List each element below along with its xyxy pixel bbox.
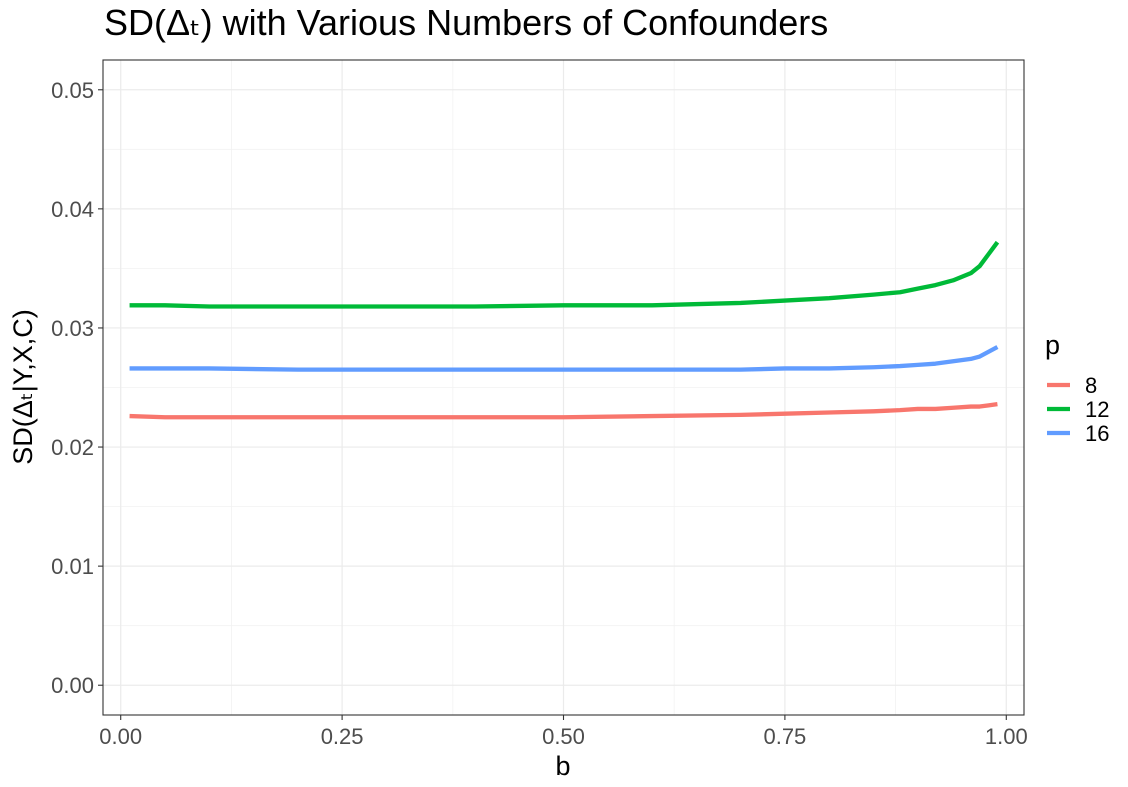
chart-title: SD(Δₜ) with Various Numbers of Confounde… [104,2,828,43]
y-axis-label: SD(Δₜ|Y,X,C) [8,309,38,465]
y-tick-label: 0.02 [51,435,94,460]
legend-label-p-8: 8 [1085,373,1097,398]
legend-title: p [1045,330,1060,360]
x-tick-label: 0.00 [99,724,142,749]
x-tick-label: 1.00 [985,724,1028,749]
y-axis: 0.00 0.01 0.02 0.03 0.04 0.05 [51,78,103,698]
x-tick-label: 0.50 [542,724,585,749]
series-lines [129,240,1000,420]
grid-major [103,60,1024,715]
y-tick-label: 0.00 [51,673,94,698]
y-tick-label: 0.03 [51,316,94,341]
y-tick-label: 0.05 [51,78,94,103]
legend-label-p-16: 16 [1085,421,1109,446]
series-line-p-16 [129,345,999,372]
y-tick-label: 0.01 [51,554,94,579]
series-line-p-12 [129,240,1000,309]
x-tick-label: 0.75 [763,724,806,749]
x-axis: 0.00 0.25 0.50 0.75 1.00 [99,715,1028,749]
y-tick-label: 0.04 [51,197,94,222]
series-line-p-8 [129,402,998,420]
legend-label-p-12: 12 [1085,397,1109,422]
x-tick-label: 0.25 [321,724,364,749]
x-axis-label: b [555,751,570,781]
